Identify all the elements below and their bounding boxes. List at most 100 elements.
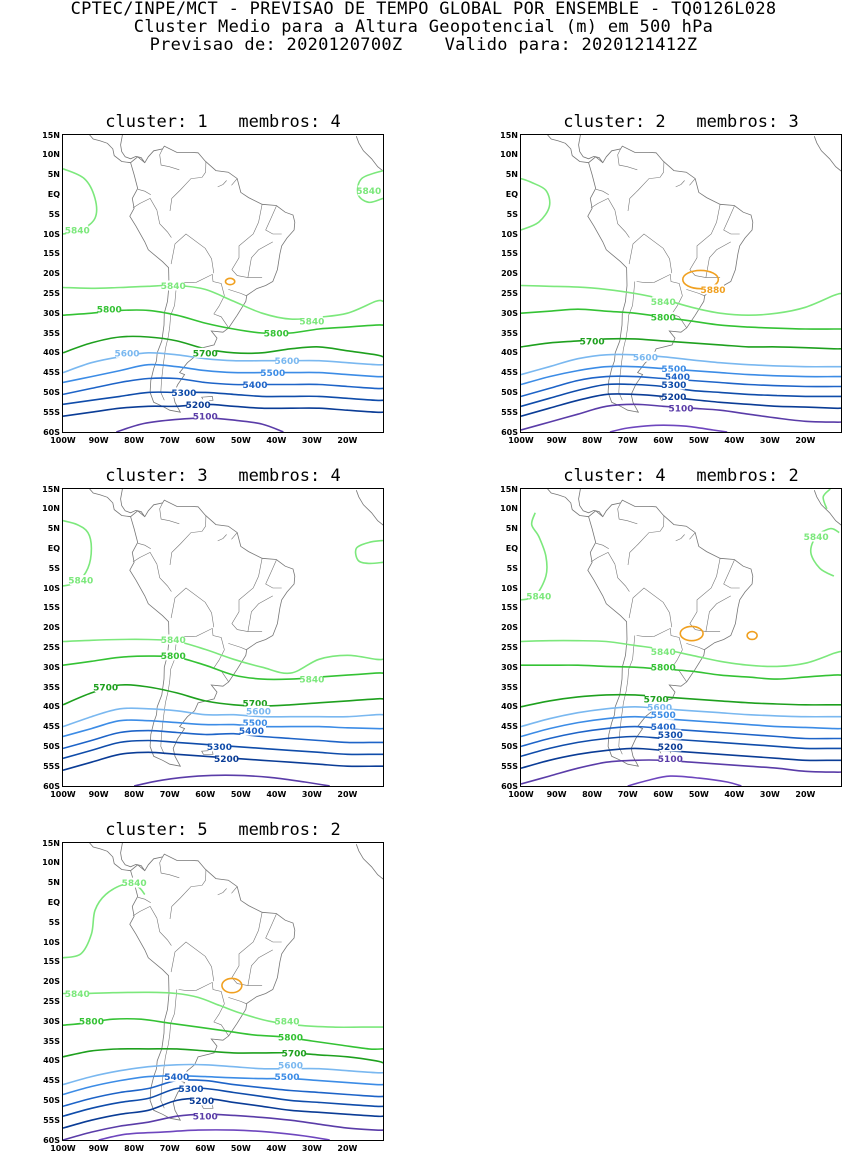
contour-label: 5500: [274, 1073, 299, 1083]
contour-5800: [521, 309, 841, 329]
country-border: [629, 588, 672, 627]
panel-title: cluster: 4 membros: 2: [520, 466, 842, 486]
country-border: [218, 889, 227, 895]
country-border: [133, 552, 157, 564]
lat-tick-label: 5S: [488, 564, 518, 573]
coastline-central-america-pacific: [88, 843, 131, 871]
map-svg: 5840584058005840570057005600550054005300…: [63, 489, 383, 786]
lat-tick-label: 20S: [30, 623, 60, 632]
lon-tick-label: 70W: [155, 436, 185, 445]
lon-tick-label: 70W: [155, 790, 185, 799]
lon-tick-label: 80W: [119, 436, 149, 445]
country-border: [179, 982, 225, 1003]
country-border: [248, 950, 273, 986]
contour-label: 5840: [68, 577, 93, 587]
lat-tick-label: 5N: [488, 170, 518, 179]
country-border: [676, 181, 685, 187]
lat-tick-label: 5S: [30, 918, 60, 927]
lon-tick-label: 60W: [190, 790, 220, 799]
lat-tick-label: 25S: [30, 643, 60, 652]
contour-label: 5100: [658, 755, 683, 765]
lon-tick-label: 70W: [613, 436, 643, 445]
lat-tick-label: 25S: [488, 643, 518, 652]
contour-label: 5840: [651, 298, 676, 308]
coastline-central-america: [564, 135, 603, 163]
contour-5840: [63, 169, 97, 234]
lat-tick-label: 20S: [30, 977, 60, 986]
lat-tick-label: 35S: [488, 329, 518, 338]
country-border: [157, 210, 172, 237]
lat-tick-label: 25S: [488, 289, 518, 298]
country-border: [676, 535, 685, 541]
header-line-2: Cluster Medio para a Altura Geopotencial…: [0, 18, 847, 36]
lon-tick-label: 50W: [684, 436, 714, 445]
country-border: [248, 242, 273, 278]
contour-label: 5400: [164, 1073, 189, 1083]
contour-5700: [521, 339, 841, 349]
contour-label: 5200: [658, 743, 683, 753]
contour-label: 5400: [239, 727, 264, 737]
contour-5500: [63, 365, 383, 383]
lat-tick-label: 35S: [30, 1037, 60, 1046]
lat-tick-label: 50S: [30, 388, 60, 397]
lon-tick-label: 40W: [719, 436, 749, 445]
lat-tick-label: 50S: [488, 388, 518, 397]
lon-tick-label: 40W: [261, 436, 291, 445]
lat-tick-label: EQ: [488, 190, 518, 199]
lon-tick-label: 20W: [790, 790, 820, 799]
panel-title: cluster: 3 membros: 4: [62, 466, 384, 486]
contour-label: 5840: [804, 533, 829, 543]
country-border: [266, 560, 282, 588]
country-border: [619, 282, 635, 401]
lat-tick-label: 55S: [30, 1116, 60, 1125]
lat-tick-label: 45S: [488, 368, 518, 377]
country-border: [232, 887, 238, 894]
lon-tick-label: 100W: [48, 1144, 78, 1153]
country-border: [690, 204, 720, 277]
lon-tick-label: 50W: [226, 436, 256, 445]
country-border: [228, 997, 246, 1003]
lon-tick-label: 20W: [332, 790, 362, 799]
lat-tick-label: 15S: [30, 957, 60, 966]
lat-tick-label: 30S: [488, 309, 518, 318]
coastline-south-america: [130, 854, 295, 1120]
coastline-africa: [814, 136, 841, 176]
lat-tick-label: 30S: [488, 663, 518, 672]
contour-label: 5200: [661, 393, 686, 403]
lat-tick-label: 45S: [30, 1076, 60, 1085]
lon-tick-label: 90W: [84, 790, 114, 799]
country-border: [138, 897, 151, 903]
lon-tick-label: 90W: [84, 436, 114, 445]
contour-label: 5100: [193, 413, 218, 423]
lat-tick-label: 30S: [30, 1017, 60, 1026]
country-border: [615, 564, 630, 591]
country-border: [228, 643, 246, 649]
contour-label: 5840: [651, 648, 676, 658]
contour-label: 5300: [661, 381, 686, 391]
lat-tick-label: 25S: [30, 289, 60, 298]
country-border: [266, 206, 282, 234]
lat-tick-label: 10S: [30, 230, 60, 239]
country-border: [706, 596, 731, 632]
contour-5800: [521, 665, 841, 679]
lat-tick-label: 5N: [30, 170, 60, 179]
lon-tick-label: 30W: [297, 790, 327, 799]
country-border: [628, 172, 664, 211]
lon-tick-label: 40W: [719, 790, 749, 799]
lat-tick-label: 20S: [488, 623, 518, 632]
lon-tick-label: 40W: [261, 1144, 291, 1153]
lat-tick-label: 10S: [30, 938, 60, 947]
contour-5100: [134, 775, 330, 786]
contour-label: 5840: [65, 227, 90, 237]
contour-label: 5840: [356, 187, 381, 197]
lat-tick-label: 5N: [30, 878, 60, 887]
lon-tick-label: 30W: [755, 436, 785, 445]
lat-tick-label: 15S: [30, 249, 60, 258]
country-border: [218, 535, 227, 541]
contour-5800: [63, 1019, 383, 1049]
lon-tick-label: 20W: [332, 1144, 362, 1153]
lat-tick-label: 35S: [488, 683, 518, 692]
